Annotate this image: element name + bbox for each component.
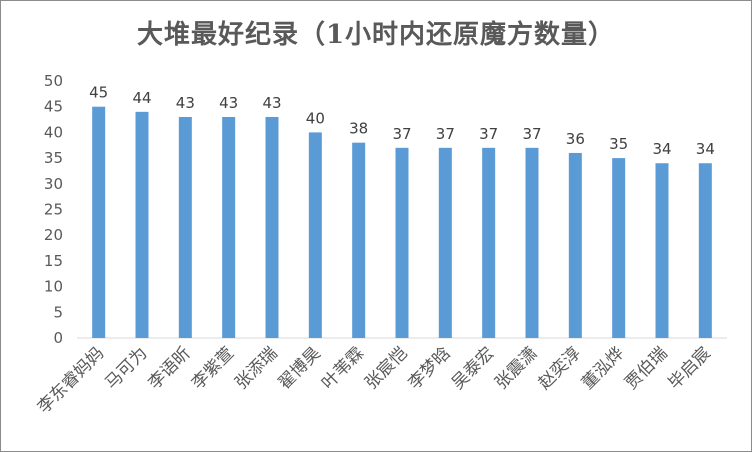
y-tick-label: 35 [44,149,63,167]
data-label: 34 [696,140,715,158]
bars [92,106,712,338]
x-tick-label: 吴泰宏 [448,343,498,393]
y-tick-label: 50 [44,72,63,90]
x-tick-label: 张添瑞 [231,343,281,393]
bar [655,163,669,338]
y-axis-ticks: 0 5 10 15 20 25 30 35 40 45 50 [44,72,63,347]
bar [482,147,496,338]
bar [698,163,712,338]
x-tick-label: 马可为 [101,343,151,393]
x-tick-label: 赵奕淳 [535,343,585,393]
y-tick-label: 40 [44,123,63,141]
bar [525,147,539,338]
bar [352,142,366,338]
x-tick-label: 张宸恺 [361,343,411,393]
data-label: 37 [522,125,541,143]
data-label: 45 [89,84,108,102]
data-label: 37 [392,125,411,143]
x-tick-label: 翟博昊 [275,343,325,393]
data-label: 34 [652,140,671,158]
bar [308,132,322,338]
x-tick-label: 李梦晗 [405,343,455,393]
data-label: 36 [566,130,585,148]
data-label: 37 [436,125,455,143]
bar [395,147,409,338]
data-label: 35 [609,135,628,153]
data-label: 43 [176,94,195,112]
data-label: 38 [349,120,368,138]
chart-title: 大堆最好纪录（1小时内还原魔方数量） [136,20,616,50]
y-tick-label: 25 [44,201,63,219]
y-tick-label: 15 [44,252,63,270]
data-label: 43 [262,94,281,112]
bar [222,116,236,338]
y-tick-label: 5 [53,303,63,321]
y-tick-label: 10 [44,278,63,296]
bar [568,152,582,338]
bar [92,106,106,338]
x-tick-label: 李语昕 [145,343,195,393]
y-tick-label: 30 [44,175,63,193]
data-label: 43 [219,94,238,112]
x-tick-label: 李紫萱 [188,343,238,393]
bar [135,111,149,338]
y-tick-label: 20 [44,226,63,244]
x-tick-label: 叶苇霖 [318,343,368,393]
x-tick-label: 李东睿妈妈 [34,343,108,417]
x-tick-label: 毕启宸 [665,343,715,393]
x-tick-label: 贾伯瑞 [621,343,671,393]
bar [178,116,192,338]
x-tick-label: 董泓烨 [578,343,628,393]
data-labels: 45 44 43 43 43 40 38 37 37 37 37 36 35 34 34 [89,84,715,159]
x-axis-labels: 李东睿妈妈马可为李语昕李紫萱张添瑞翟博昊叶苇霖张宸恺李梦晗吴泰宏张震潇赵奕淳董泓… [34,343,715,417]
y-tick-label: 45 [44,98,63,116]
y-tick-label: 0 [53,329,63,347]
data-label: 44 [132,89,151,107]
bar [265,116,279,338]
bar [438,147,452,338]
data-label: 37 [479,125,498,143]
data-label: 40 [306,109,325,127]
x-tick-label: 张震潇 [491,343,541,393]
bar [612,158,626,338]
